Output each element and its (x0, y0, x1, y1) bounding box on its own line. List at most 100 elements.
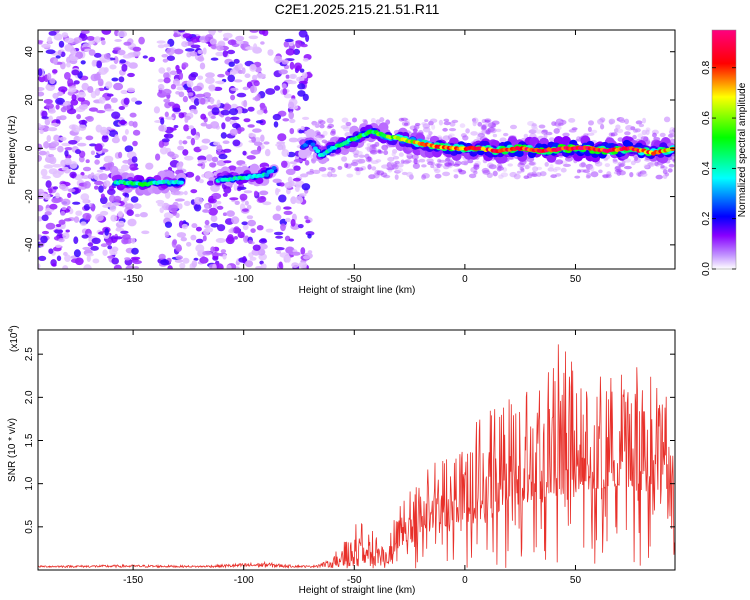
noise-blob (242, 86, 249, 91)
noise-blob (421, 122, 427, 126)
noise-blob (288, 101, 295, 110)
noise-blob (259, 190, 269, 196)
noise-blob (253, 190, 258, 197)
noise-blob (64, 147, 73, 151)
noise-blob (248, 239, 253, 244)
noise-blob (260, 134, 265, 142)
noise-blob (131, 97, 138, 102)
noise-blob (158, 125, 165, 132)
noise-blob (45, 222, 56, 230)
noise-blob (57, 49, 62, 56)
spectrogram-frame (37, 29, 676, 270)
noise-blob (41, 43, 51, 49)
noise-blob (177, 145, 185, 151)
noise-blob (234, 200, 240, 205)
noise-blob (81, 175, 90, 179)
noise-blob (179, 262, 186, 269)
noise-blob (104, 228, 109, 236)
noise-blob (64, 150, 69, 157)
noise-blob (355, 170, 361, 176)
noise-blob (283, 93, 292, 99)
noise-blob (531, 123, 537, 127)
noise-blob (161, 138, 170, 143)
noise-blob (38, 205, 44, 212)
noise-blob (316, 132, 322, 135)
noise-blob (90, 172, 95, 180)
noise-blob (173, 48, 184, 55)
noise-blob (598, 169, 603, 174)
noise-blob (157, 202, 165, 207)
noise-blob (550, 174, 557, 179)
noise-blob (641, 129, 647, 136)
noise-blob (132, 129, 141, 136)
noise-blob (181, 62, 189, 68)
noise-blob (669, 126, 675, 133)
noise-blob (145, 162, 154, 170)
noise-blob (174, 259, 183, 263)
noise-blob (62, 101, 68, 106)
noise-blob (362, 119, 368, 123)
noise-blob (127, 218, 137, 227)
noise-blob (129, 163, 138, 171)
noise-blob (296, 76, 305, 82)
noise-blob (434, 173, 442, 179)
noise-blob (130, 196, 139, 203)
noise-blob (322, 130, 328, 136)
noise-blob (55, 97, 65, 105)
noise-blob (434, 168, 441, 174)
noise-blob (47, 108, 56, 114)
noise-blob (619, 163, 626, 167)
noise-blob (70, 99, 79, 106)
noise-blob (221, 122, 226, 130)
noise-blob (56, 116, 62, 121)
noise-blob (210, 246, 216, 253)
noise-blob (391, 152, 396, 157)
noise-blob (193, 109, 198, 115)
noise-blob (249, 85, 258, 93)
noise-blob (55, 119, 61, 124)
noise-blob (113, 47, 122, 51)
noise-blob (63, 157, 72, 166)
noise-blob (70, 47, 77, 56)
noise-blob (133, 50, 141, 57)
noise-blob (492, 133, 498, 138)
noise-blob (236, 40, 244, 45)
noise-blob (83, 204, 91, 211)
colorbar-gradient (712, 30, 736, 269)
x-tick-label: -100 (234, 274, 254, 285)
noise-blob (252, 46, 262, 54)
noise-blob (222, 50, 228, 58)
noise-blob (442, 171, 451, 177)
noise-blob (344, 162, 349, 169)
noise-blob (568, 118, 576, 123)
x-tick-label: -50 (347, 575, 362, 586)
noise-blob (285, 48, 295, 56)
noise-blob (387, 156, 395, 162)
noise-blob (249, 30, 259, 33)
noise-blob (38, 40, 43, 45)
noise-blob (64, 72, 71, 80)
noise-blob (618, 170, 626, 176)
x-tick-label: -100 (234, 575, 254, 586)
noise-blob (181, 223, 188, 230)
noise-blob (259, 260, 264, 265)
noise-blob (58, 40, 65, 48)
noise-blob (70, 258, 81, 264)
noise-blob (60, 106, 67, 113)
noise-blob (549, 164, 554, 170)
noise-blob (99, 166, 106, 170)
ridge-cell (515, 150, 524, 157)
noise-blob (50, 141, 60, 147)
noise-blob (166, 67, 171, 72)
noise-blob (201, 138, 211, 144)
noise-blob (291, 262, 299, 268)
noise-blob (181, 41, 189, 48)
noise-blob (186, 135, 192, 140)
noise-blob (273, 55, 283, 64)
noise-blob (632, 134, 637, 140)
noise-blob (38, 68, 43, 77)
noise-blob (107, 255, 115, 259)
y-tick-label: 1.0 (24, 476, 35, 490)
noise-blob (227, 74, 235, 83)
noise-blob (68, 87, 77, 93)
